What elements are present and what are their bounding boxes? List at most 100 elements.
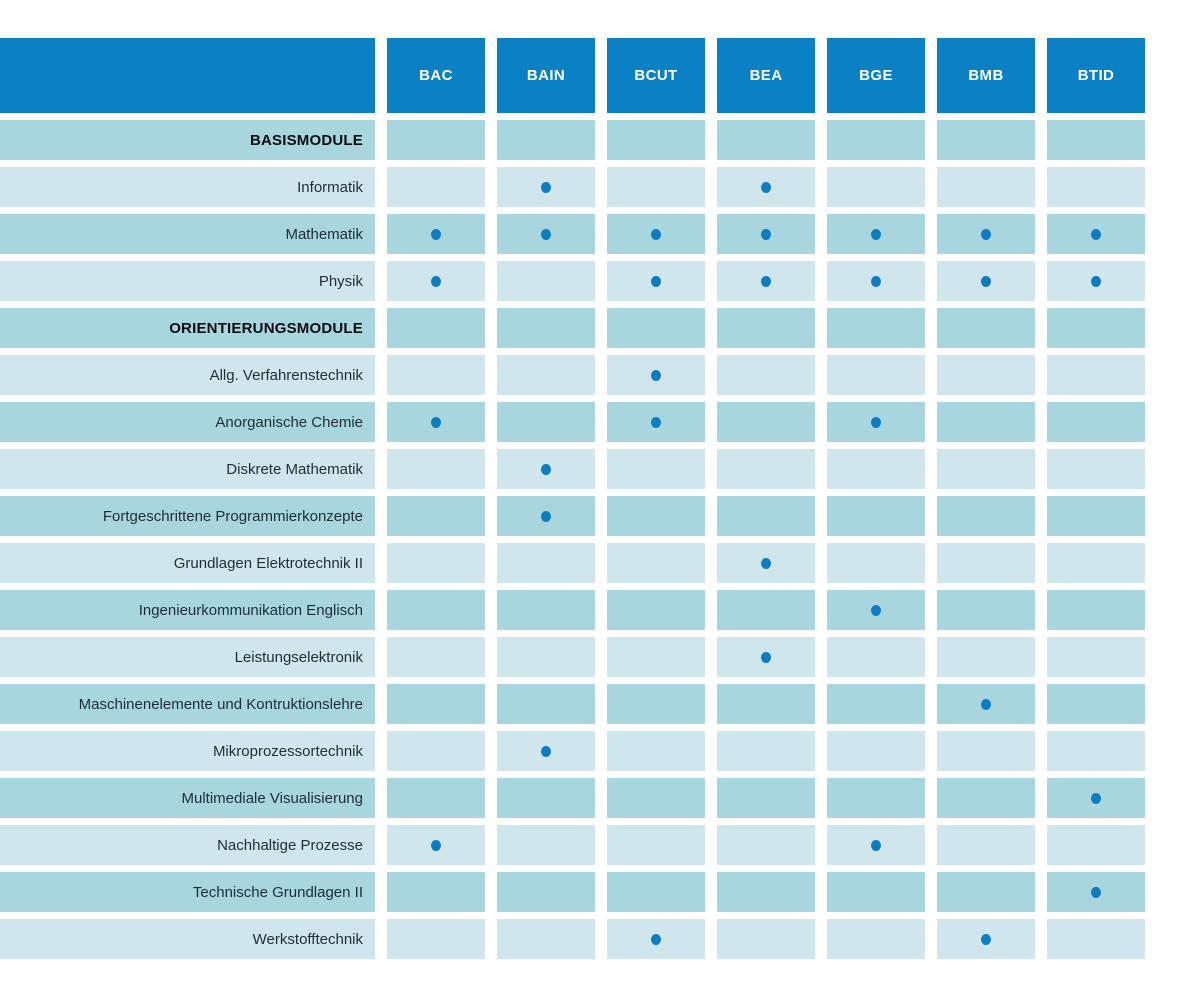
- matrix-cell: [497, 637, 595, 677]
- matrix-cell: [827, 214, 925, 254]
- dot-icon: [761, 651, 771, 663]
- matrix-cell: [937, 120, 1035, 160]
- matrix-cell: [387, 637, 485, 677]
- dot-icon: [651, 275, 661, 287]
- matrix-cell: [827, 402, 925, 442]
- matrix-cell: [387, 919, 485, 959]
- dot-icon: [651, 228, 661, 240]
- matrix-cell: [1047, 261, 1145, 301]
- matrix-cell: [1047, 919, 1145, 959]
- matrix-cell: [387, 590, 485, 630]
- module-row-label: Technische Grundlagen II: [0, 872, 375, 912]
- matrix-cell: [827, 590, 925, 630]
- matrix-cell: [827, 120, 925, 160]
- matrix-cell: [717, 778, 815, 818]
- matrix-cell: [387, 496, 485, 536]
- matrix-cell: [827, 919, 925, 959]
- dot-icon: [761, 275, 771, 287]
- module-row-label: Werkstofftechnik: [0, 919, 375, 959]
- matrix-cell: [607, 496, 705, 536]
- module-row-label: Leistungselektronik: [0, 637, 375, 677]
- matrix-cell: [497, 684, 595, 724]
- matrix-cell: [937, 308, 1035, 348]
- matrix-cell: [717, 872, 815, 912]
- matrix-cell: [607, 308, 705, 348]
- matrix-cell: [937, 872, 1035, 912]
- matrix-cell: [717, 731, 815, 771]
- matrix-cell: [717, 543, 815, 583]
- dot-icon: [1091, 228, 1101, 240]
- matrix-cell: [387, 214, 485, 254]
- matrix-cell: [717, 308, 815, 348]
- matrix-cell: [497, 449, 595, 489]
- dot-icon: [1091, 275, 1101, 287]
- matrix-cell: [497, 543, 595, 583]
- matrix-cell: [1047, 637, 1145, 677]
- dot-icon: [981, 228, 991, 240]
- dot-icon: [541, 510, 551, 522]
- dot-icon: [761, 557, 771, 569]
- matrix-cell: [497, 872, 595, 912]
- matrix-cell: [387, 778, 485, 818]
- matrix-cell: [937, 449, 1035, 489]
- dot-icon: [981, 275, 991, 287]
- dot-icon: [541, 463, 551, 475]
- column-header-bcut: BCUT: [607, 38, 705, 113]
- matrix-cell: [937, 214, 1035, 254]
- matrix-cell: [717, 214, 815, 254]
- module-row-label: Grundlagen Elektrotechnik II: [0, 543, 375, 583]
- matrix-cell: [937, 402, 1035, 442]
- matrix-cell: [497, 919, 595, 959]
- matrix-cell: [387, 684, 485, 724]
- matrix-cell: [387, 308, 485, 348]
- matrix-cell: [827, 637, 925, 677]
- matrix-cell: [1047, 355, 1145, 395]
- matrix-cell: [607, 167, 705, 207]
- matrix-cell: [1047, 872, 1145, 912]
- dot-icon: [1091, 886, 1101, 898]
- matrix-cell: [497, 590, 595, 630]
- module-row-label: Ingenieurkommunikation Englisch: [0, 590, 375, 630]
- matrix-cell: [607, 402, 705, 442]
- matrix-cell: [717, 120, 815, 160]
- column-header-bmb: BMB: [937, 38, 1035, 113]
- matrix-cell: [387, 261, 485, 301]
- matrix-cell: [607, 590, 705, 630]
- matrix-cell: [497, 308, 595, 348]
- column-header-bain: BAIN: [497, 38, 595, 113]
- matrix-cell: [1047, 449, 1145, 489]
- matrix-cell: [937, 261, 1035, 301]
- matrix-cell: [607, 214, 705, 254]
- matrix-cell: [937, 919, 1035, 959]
- matrix-cell: [607, 778, 705, 818]
- column-header-bge: BGE: [827, 38, 925, 113]
- module-row-label: Mathematik: [0, 214, 375, 254]
- matrix-cell: [497, 214, 595, 254]
- matrix-cell: [387, 402, 485, 442]
- matrix-cell: [1047, 308, 1145, 348]
- matrix-cell: [1047, 731, 1145, 771]
- matrix-cell: [827, 825, 925, 865]
- dot-icon: [981, 698, 991, 710]
- matrix-cell: [827, 778, 925, 818]
- matrix-cell: [1047, 590, 1145, 630]
- dot-icon: [431, 839, 441, 851]
- matrix-cell: [717, 167, 815, 207]
- matrix-cell: [497, 825, 595, 865]
- matrix-cell: [607, 872, 705, 912]
- dot-icon: [431, 275, 441, 287]
- module-row-label: Physik: [0, 261, 375, 301]
- matrix-cell: [387, 120, 485, 160]
- matrix-cell: [827, 496, 925, 536]
- matrix-cell: [717, 684, 815, 724]
- matrix-cell: [1047, 402, 1145, 442]
- dot-icon: [871, 839, 881, 851]
- matrix-cell: [827, 684, 925, 724]
- matrix-cell: [937, 778, 1035, 818]
- dot-icon: [651, 416, 661, 428]
- matrix-cell: [607, 355, 705, 395]
- matrix-cell: [937, 825, 1035, 865]
- matrix-cell: [717, 496, 815, 536]
- matrix-cell: [827, 731, 925, 771]
